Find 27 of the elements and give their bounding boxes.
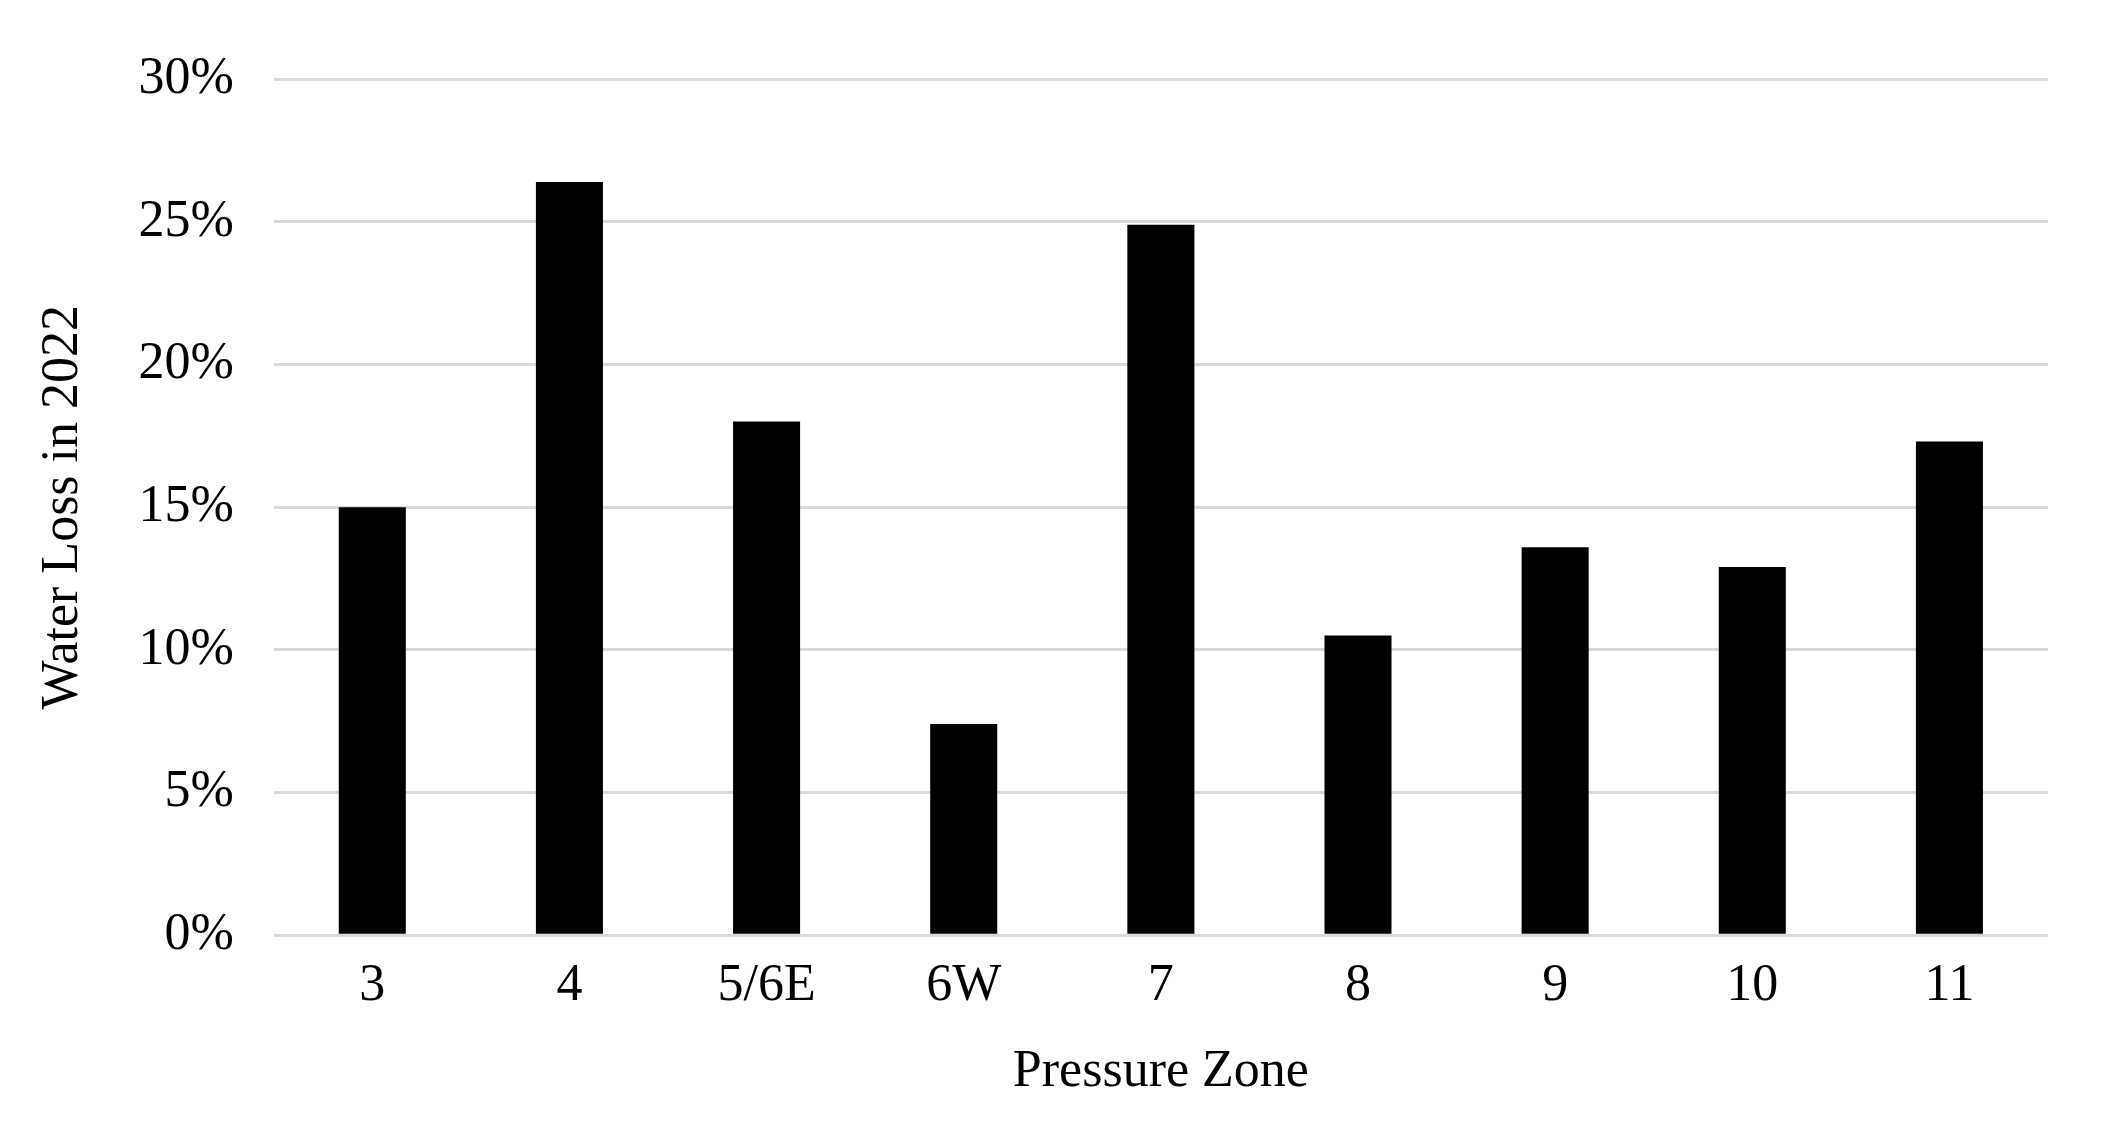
y-tick-label: 5% [164,760,234,818]
y-tick-label: 15% [138,474,234,532]
bar [1718,567,1786,934]
x-tick-label: 9 [1542,954,1569,1012]
x-tick-label: 5/6E [717,954,816,1012]
bar [1324,635,1392,934]
y-tick-label: 0% [164,902,234,960]
bar [1915,441,1983,934]
bar [338,507,406,934]
x-tick-label: 8 [1345,954,1371,1012]
x-tick-label: 11 [1924,954,1975,1012]
bar [1521,547,1589,934]
x-tick-label: 3 [359,954,386,1012]
x-tick-label: 4 [556,954,583,1012]
y-tick-label: 30% [138,46,234,104]
y-axis-title: Water Loss in 2022 [30,304,88,710]
bar [535,181,603,934]
x-tick-label: 6W [926,954,1002,1012]
bar [930,724,998,934]
y-tick-label: 20% [138,332,234,390]
x-axis-title: Pressure Zone [1012,1040,1309,1098]
y-tick-label: 25% [138,189,234,247]
x-tick-label: 7 [1147,954,1174,1012]
bar [733,421,801,934]
bar [1127,224,1195,934]
x-tick-label: 10 [1726,954,1779,1012]
y-tick-label: 10% [138,617,234,675]
